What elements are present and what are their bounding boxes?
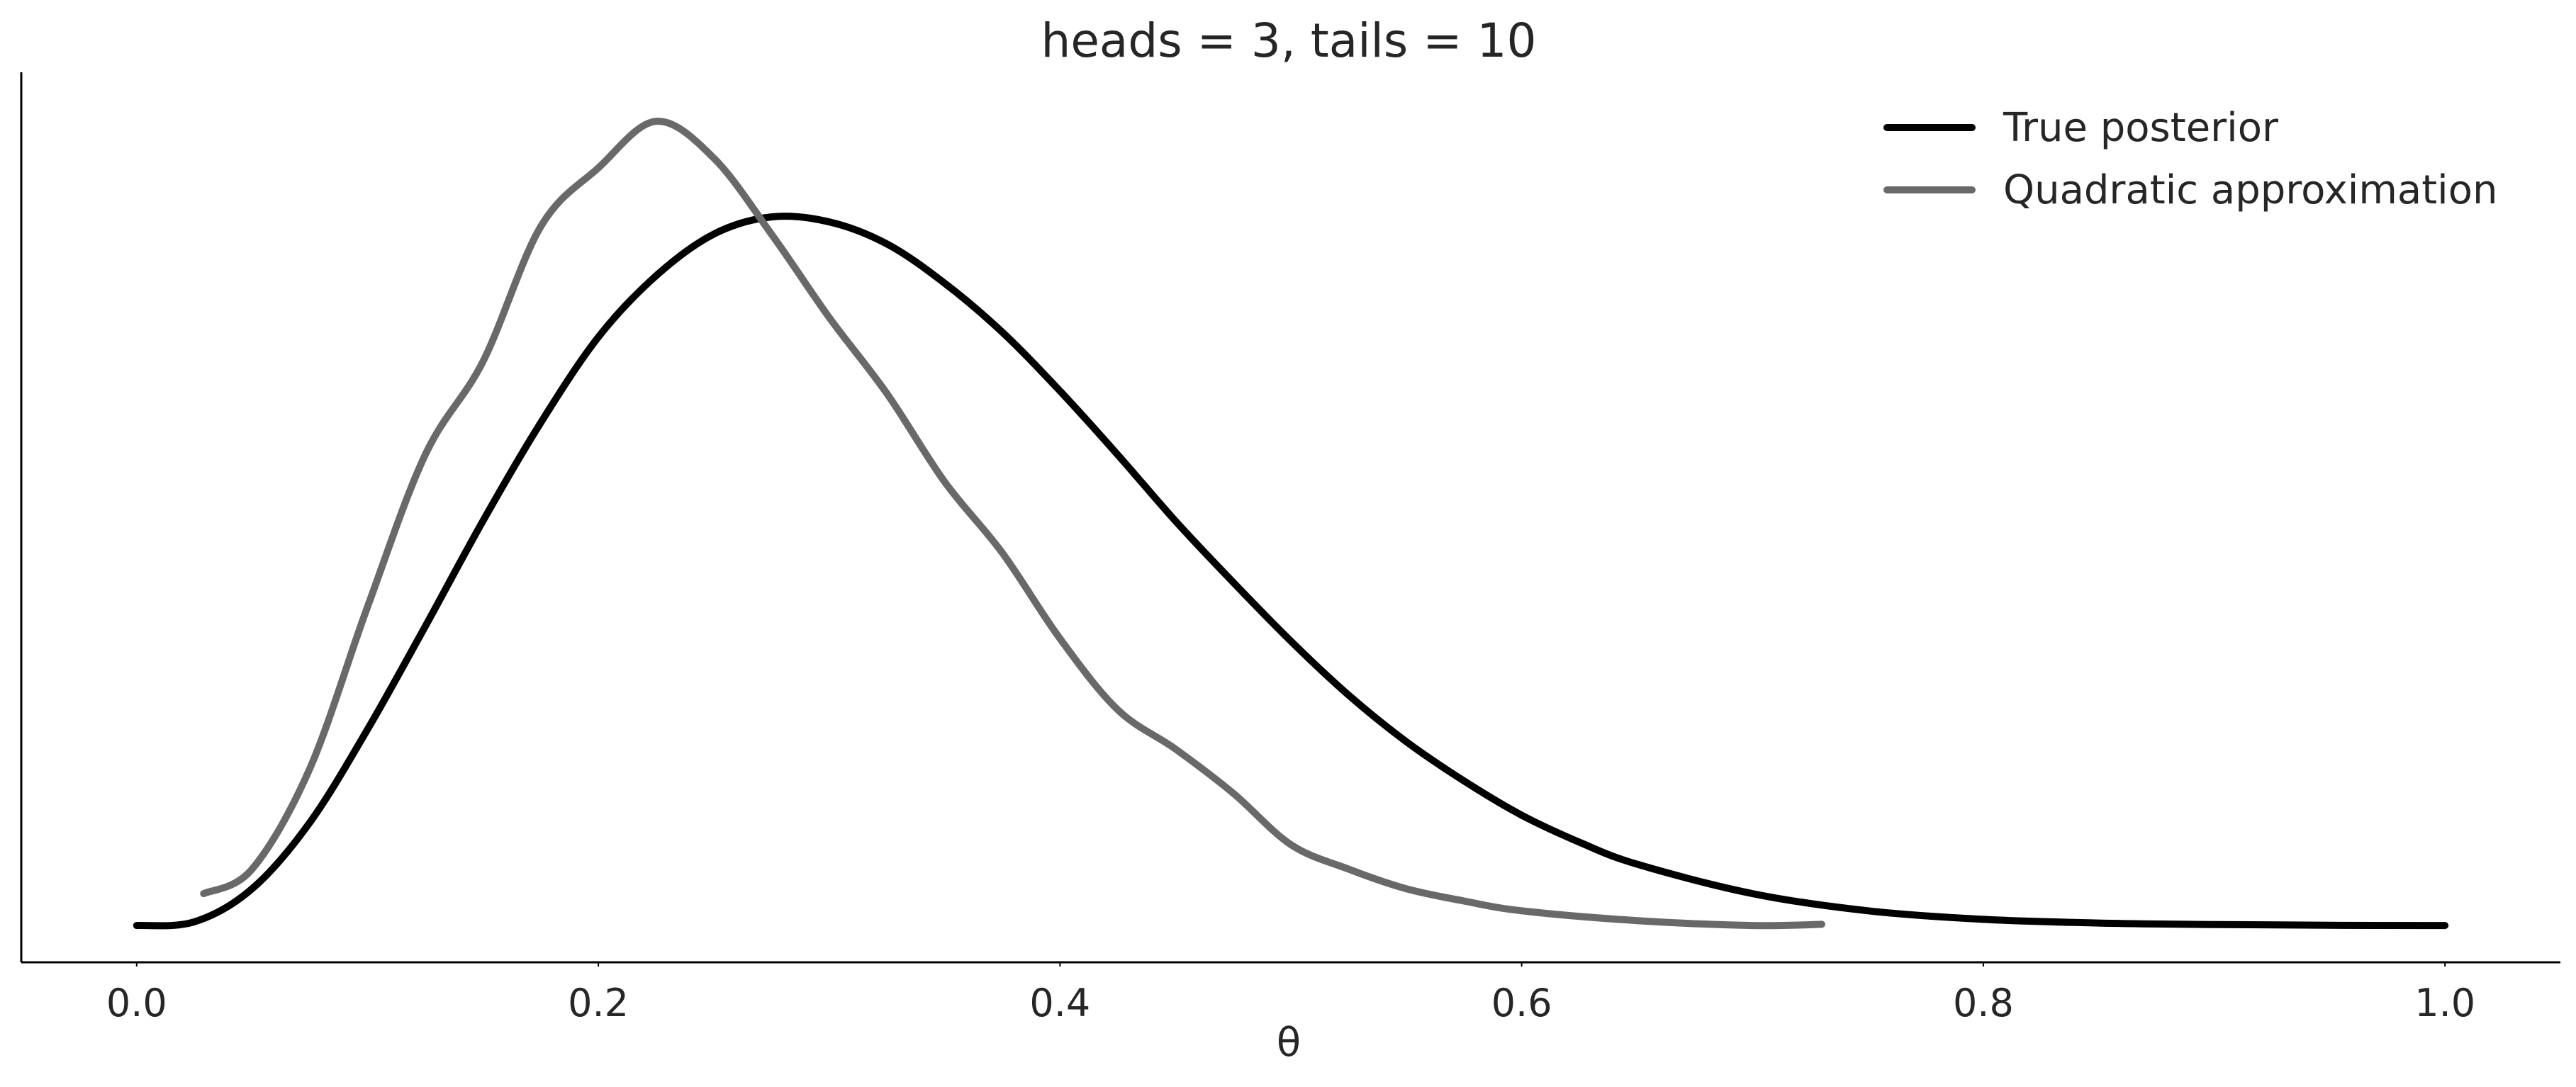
x-tick-label: 1.0: [2414, 981, 2475, 1025]
series-line-quadratic-approximation: [200, 118, 1825, 930]
legend-label: Quadratic approximation: [2003, 167, 2497, 213]
x-tick-label: 0.6: [1491, 981, 1552, 1025]
x-ticks: 0.0 0.2 0.4 0.6 0.8 1.0: [106, 962, 2475, 1025]
legend-label: True posterior: [2003, 105, 2279, 151]
x-axis-label: θ: [1277, 1020, 1301, 1066]
legend: True posterior Quadratic approximation: [1883, 105, 2497, 213]
chart-title: heads = 3, tails = 10: [1041, 13, 1537, 68]
x-tick-label: 0.2: [568, 981, 629, 1025]
x-tick-label: 0.0: [106, 981, 167, 1025]
x-tick-label: 0.8: [1953, 981, 2014, 1025]
series-layer: [133, 118, 2449, 930]
series-line-true-posterior: [133, 213, 2449, 930]
x-tick-label: 0.4: [1029, 981, 1090, 1025]
